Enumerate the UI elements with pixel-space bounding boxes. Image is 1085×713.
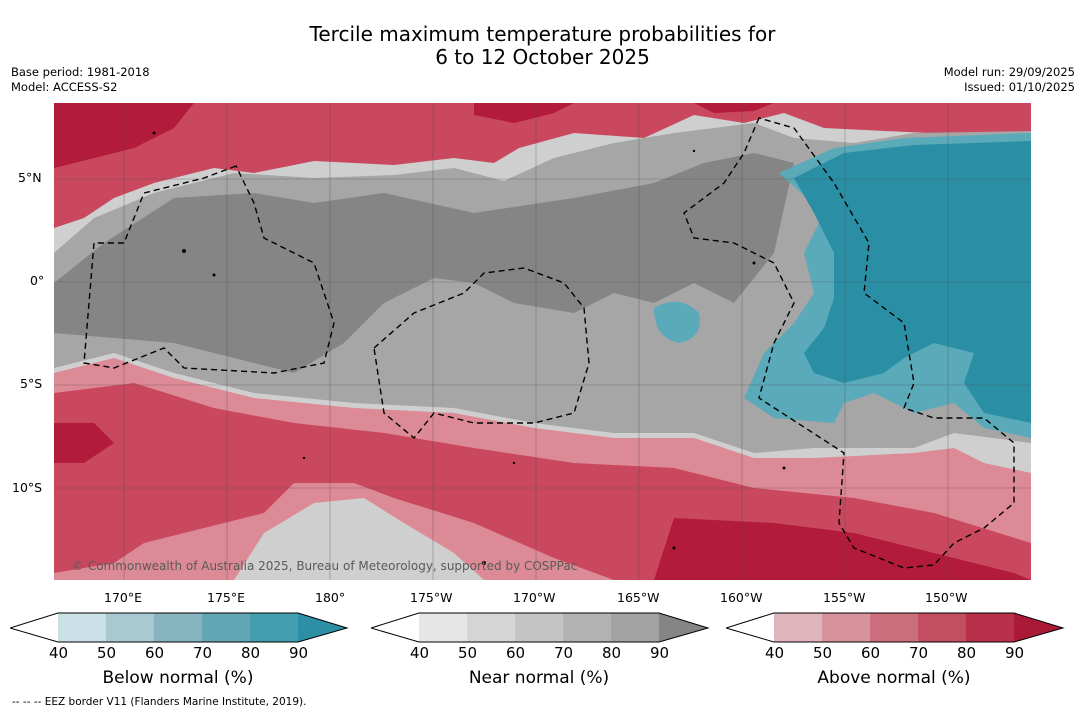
issued-date: Issued: 01/10/2025: [964, 80, 1075, 94]
colorbar-below-tick-80: 80: [241, 644, 261, 662]
chart-title-line-2: 6 to 12 October 2025: [435, 45, 650, 69]
colorbar-below-segment-under: [10, 613, 58, 642]
colorbar-below-tick-90: 90: [289, 644, 309, 662]
colorbar-near-tick-50: 50: [458, 644, 478, 662]
lat-label-10s: 10°S: [12, 480, 43, 495]
above-normal-core-south: [54, 423, 1031, 580]
colorbar-above-normal: [726, 612, 1065, 643]
lat-label-5s: 5°S: [20, 376, 43, 391]
lat-label-5n: 5°N: [18, 170, 42, 185]
colorbar-above-outline: [726, 612, 1065, 643]
colorbar-below-tick-70: 70: [193, 644, 213, 662]
colorbar-near-normal: [371, 612, 710, 643]
lon-label-150w: 150°W: [925, 590, 968, 605]
above-normal-region-north: [54, 103, 1031, 228]
colorbar-near-tick-60: 60: [506, 644, 526, 662]
colorbar-below-segment-40-50: [58, 613, 106, 642]
colorbar-below-segment-70-80: [202, 613, 250, 642]
lon-label-160w: 160°W: [720, 590, 763, 605]
colorbar-above-segment-40-50: [774, 613, 822, 642]
eez-borders: [83, 117, 1015, 569]
colorbar-below-tick-40: 40: [49, 644, 69, 662]
colorbar-above-segment-70-80: [918, 613, 966, 642]
eez-footnote: -- -- -- EEZ border V11 (Flanders Marine…: [12, 696, 307, 708]
colorbar-above-tick-70: 70: [909, 644, 929, 662]
colorbar-above-segment-60-70: [870, 613, 918, 642]
colorbar-above-segment-50-60: [822, 613, 870, 642]
colorbar-near-label: Near normal (%): [468, 668, 610, 688]
colorbar-below-segment-over: [298, 613, 347, 642]
colorbar-below-segment-60-70: [154, 613, 202, 642]
model-run: Model run: 29/09/2025: [943, 65, 1075, 79]
colorbar-above-label: Above normal (%): [817, 668, 971, 688]
colorbar-near-segment-50-60: [467, 613, 515, 642]
probability-map: © Commonwealth of Australia 2025, Bureau…: [54, 103, 1031, 580]
chart-title-line-1: Tercile maximum temperature probabilitie…: [309, 22, 776, 46]
colorbar-near-segment-over: [659, 613, 708, 642]
colorbar-below-segment-50-60: [106, 613, 154, 642]
map-grid: [54, 103, 1031, 580]
lon-label-165w: 165°W: [617, 590, 660, 605]
colorbar-near-tick-90: 90: [650, 644, 670, 662]
colorbar-near-tick-70: 70: [554, 644, 574, 662]
below-normal-spot: [654, 301, 700, 343]
island-specks: [152, 131, 786, 565]
colorbar-below-outline: [10, 612, 349, 643]
lon-label-175w: 175°W: [410, 590, 453, 605]
lon-label-180: 180°: [315, 590, 346, 605]
lon-label-170e: 170°E: [104, 590, 143, 605]
model-name: Model: ACCESS-S2: [11, 80, 118, 94]
colorbar-near-segment-70-80: [563, 613, 611, 642]
colorbar-above-tick-50: 50: [813, 644, 833, 662]
lon-label-175e: 175°E: [207, 590, 246, 605]
colorbar-near-segment-under: [371, 613, 419, 642]
lon-label-155w: 155°W: [823, 590, 866, 605]
colorbar-near-segment-60-70: [515, 613, 563, 642]
colorbar-above-tick-60: 60: [861, 644, 881, 662]
colorbar-above-tick-40: 40: [765, 644, 785, 662]
above-normal-core-north: [54, 103, 774, 168]
colorbar-below-label: Below normal (%): [102, 668, 254, 688]
colorbar-near-outline: [371, 612, 710, 643]
lon-label-170w: 170°W: [513, 590, 556, 605]
colorbar-near-segment-40-50: [419, 613, 467, 642]
colorbar-above-tick-80: 80: [957, 644, 977, 662]
colorbar-above-segment-over: [1014, 613, 1063, 642]
base-period: Base period: 1981-2018: [11, 65, 150, 79]
near-normal-south-patch: [234, 498, 484, 580]
colorbar-near-tick-80: 80: [602, 644, 622, 662]
lat-label-0: 0°: [30, 273, 45, 288]
colorbar-above-segment-under: [726, 613, 774, 642]
colorbar-near-segment-80-90: [611, 613, 659, 642]
colorbar-below-normal: [10, 612, 349, 643]
colorbar-near-tick-40: 40: [410, 644, 430, 662]
colorbar-below-segment-80-90: [250, 613, 298, 642]
colorbar-above-tick-90: 90: [1005, 644, 1025, 662]
colorbar-below-tick-60: 60: [145, 644, 165, 662]
near-normal-core: [54, 153, 794, 373]
copyright-notice: © Commonwealth of Australia 2025, Bureau…: [72, 559, 577, 573]
colorbar-below-tick-50: 50: [97, 644, 117, 662]
colorbar-above-segment-80-90: [966, 613, 1014, 642]
